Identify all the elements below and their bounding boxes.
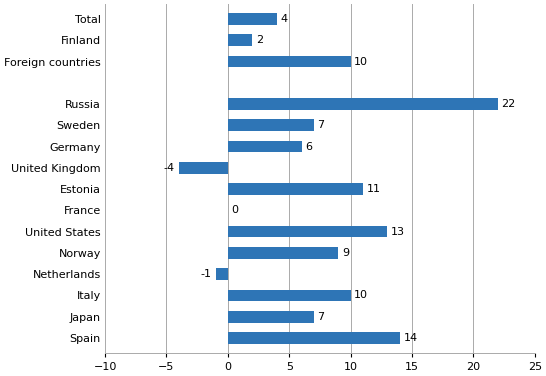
- Bar: [216, 268, 228, 280]
- Text: 7: 7: [317, 312, 324, 321]
- Bar: [228, 226, 388, 238]
- Bar: [228, 183, 363, 195]
- Bar: [228, 56, 351, 67]
- Bar: [228, 120, 314, 131]
- Text: 10: 10: [354, 56, 369, 67]
- Text: 4: 4: [281, 14, 288, 24]
- Bar: [228, 290, 351, 301]
- Bar: [228, 247, 339, 259]
- Text: 14: 14: [403, 333, 418, 343]
- Bar: [228, 141, 301, 152]
- Bar: [228, 35, 252, 46]
- Text: 13: 13: [391, 227, 405, 237]
- Text: 11: 11: [366, 184, 381, 194]
- Bar: [228, 332, 400, 344]
- Text: 6: 6: [305, 142, 312, 152]
- Text: 22: 22: [502, 99, 516, 109]
- Text: 7: 7: [317, 120, 324, 130]
- Bar: [228, 13, 277, 25]
- Bar: [228, 98, 498, 110]
- Text: -1: -1: [201, 269, 212, 279]
- Bar: [179, 162, 228, 174]
- Bar: [228, 311, 314, 323]
- Text: -4: -4: [164, 163, 175, 173]
- Text: 2: 2: [256, 35, 263, 45]
- Text: 0: 0: [232, 205, 239, 215]
- Text: 10: 10: [354, 290, 369, 300]
- Text: 9: 9: [342, 248, 349, 258]
